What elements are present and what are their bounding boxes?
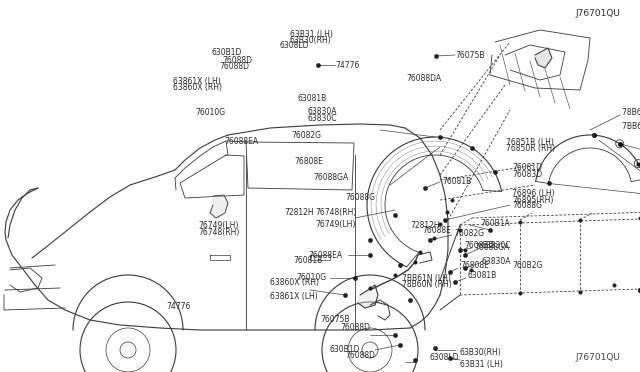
Text: 76010G: 76010G	[195, 108, 225, 117]
Text: 76808E: 76808E	[460, 262, 489, 270]
Text: 76088EA: 76088EA	[308, 250, 342, 260]
Text: 76081B: 76081B	[442, 177, 471, 186]
Text: 63861X (LH): 63861X (LH)	[173, 77, 221, 86]
Text: 78B60N (RH): 78B60N (RH)	[622, 109, 640, 118]
Text: 76749(LH): 76749(LH)	[198, 221, 239, 230]
Text: J76701QU: J76701QU	[576, 353, 621, 362]
Text: 76850R (RH): 76850R (RH)	[506, 144, 555, 153]
Text: 63B30(RH): 63B30(RH)	[290, 36, 332, 45]
Text: 76896 (LH): 76896 (LH)	[512, 189, 555, 198]
Text: 76088D: 76088D	[345, 352, 375, 360]
Text: J76701QU: J76701QU	[576, 9, 621, 17]
Text: 76748(RH): 76748(RH)	[315, 208, 356, 217]
Text: 76088D: 76088D	[340, 324, 370, 333]
Text: 76088G: 76088G	[346, 193, 376, 202]
Text: 63081B: 63081B	[298, 94, 327, 103]
Text: 6308LD: 6308LD	[279, 41, 308, 50]
Text: 78B60N (RH): 78B60N (RH)	[402, 280, 452, 289]
Text: 76082G: 76082G	[454, 228, 484, 237]
Text: 76081D: 76081D	[512, 163, 542, 172]
Text: 7BB61N (LH): 7BB61N (LH)	[622, 122, 640, 131]
Text: 76081B: 76081B	[293, 256, 323, 265]
Text: 7BB61N (LH): 7BB61N (LH)	[402, 274, 451, 283]
Text: 76088G: 76088G	[512, 201, 542, 209]
Text: 63830A: 63830A	[482, 257, 511, 266]
Text: 76088EA: 76088EA	[224, 137, 258, 146]
Text: 76088D: 76088D	[223, 56, 253, 65]
Text: 63830C: 63830C	[482, 241, 511, 250]
Text: 63861X (LH): 63861X (LH)	[270, 292, 317, 301]
Polygon shape	[210, 195, 228, 218]
Text: 63B30(RH): 63B30(RH)	[460, 349, 502, 357]
Text: 76075B: 76075B	[320, 315, 349, 324]
Text: 76748(RH): 76748(RH)	[198, 228, 240, 237]
Text: 63830C: 63830C	[308, 114, 337, 123]
Text: 6308LD: 6308LD	[430, 353, 460, 362]
Text: 76088E: 76088E	[422, 226, 451, 235]
Text: 76088D: 76088D	[219, 62, 249, 71]
Text: 630B1D: 630B1D	[330, 346, 360, 355]
Text: 74776: 74776	[335, 61, 360, 70]
Text: 63860X (RH): 63860X (RH)	[270, 279, 319, 288]
Text: 630B1D: 630B1D	[211, 48, 241, 57]
Text: 63860X (RH): 63860X (RH)	[173, 83, 222, 92]
Text: 74776: 74776	[166, 302, 191, 311]
Text: 72812H: 72812H	[284, 208, 314, 217]
Text: 760B1A: 760B1A	[480, 219, 509, 228]
Text: 63B31 (LH): 63B31 (LH)	[460, 360, 503, 369]
Text: 76083D: 76083D	[465, 241, 495, 250]
Text: 76088GA: 76088GA	[314, 173, 349, 182]
Text: 76075B: 76075B	[455, 51, 484, 60]
Text: 76851R (LH): 76851R (LH)	[506, 138, 554, 147]
Polygon shape	[535, 48, 552, 68]
Text: 76808E: 76808E	[294, 157, 323, 166]
Text: 63B31 (LH): 63B31 (LH)	[290, 30, 333, 39]
Text: 76010G: 76010G	[296, 273, 326, 282]
Text: 760B2G: 760B2G	[512, 262, 542, 270]
Text: 72812H: 72812H	[410, 221, 440, 230]
Text: 76088GA: 76088GA	[474, 244, 509, 253]
Text: 76083D: 76083D	[512, 170, 542, 179]
Text: 63081B: 63081B	[468, 272, 497, 280]
Text: 76749(LH): 76749(LH)	[315, 219, 355, 228]
Polygon shape	[358, 285, 378, 308]
Text: 63830A: 63830A	[308, 107, 337, 116]
Text: 76895(RH): 76895(RH)	[512, 196, 554, 205]
Text: 76082G: 76082G	[291, 131, 321, 140]
Text: 76088DA: 76088DA	[406, 74, 442, 83]
